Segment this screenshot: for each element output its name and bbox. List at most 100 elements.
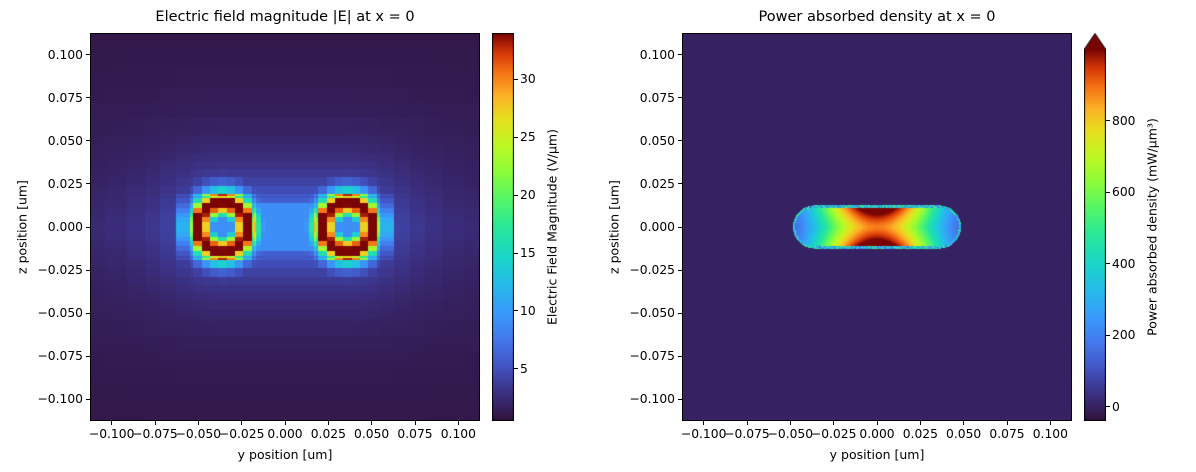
x-tick-label: 0.025 [310, 427, 346, 441]
x-tick-label: −0.025 [218, 427, 265, 441]
power-yaxis-label: z position [um] [606, 180, 622, 274]
y-tick-label: 0.100 [639, 47, 675, 62]
y-tick-mark [678, 54, 682, 56]
y-tick-mark [86, 54, 90, 56]
efield-colorbar-label: Electric Field Magnitude (V/μm) [544, 129, 560, 325]
y-tick-mark [678, 398, 682, 400]
efield-plot-title: Electric field magnitude |E| at x = 0 [155, 9, 415, 25]
power-plot-title: Power absorbed density at x = 0 [758, 9, 996, 25]
x-tick-label: 0.025 [902, 427, 938, 441]
y-tick-label: −0.075 [629, 349, 675, 364]
colorbar-tick-label: 25 [520, 130, 536, 145]
x-tick-label: −0.050 [767, 427, 814, 441]
y-tick-mark [678, 226, 682, 228]
y-tick-label: 0.075 [639, 90, 675, 105]
x-tick-mark [414, 421, 416, 425]
y-tick-mark [678, 269, 682, 271]
efield-yaxis-label: z position [um] [14, 180, 30, 274]
x-tick-mark [1006, 421, 1008, 425]
colorbar-tick-mark [1106, 334, 1110, 336]
y-tick-label: −0.075 [37, 349, 83, 364]
x-tick-mark [457, 421, 459, 425]
colorbar-tick-label: 400 [1112, 256, 1136, 271]
x-tick-mark [1049, 421, 1051, 425]
y-tick-label: 0.050 [639, 133, 675, 148]
x-tick-label: −0.075 [724, 427, 770, 441]
x-tick-mark [746, 421, 748, 425]
y-tick-label: 0.000 [47, 220, 83, 234]
colorbar-tick-label: 600 [1112, 185, 1136, 200]
y-tick-label: −0.050 [629, 306, 675, 321]
x-tick-label: −0.075 [132, 427, 178, 441]
colorbar-tick-mark [1106, 120, 1110, 122]
y-tick-mark [678, 97, 682, 99]
y-tick-mark [678, 140, 682, 142]
colorbar-tick-label: 20 [520, 188, 536, 203]
x-tick-mark [833, 421, 835, 425]
y-tick-mark [86, 355, 90, 357]
power-colorbar [1084, 33, 1106, 421]
x-tick-mark [703, 421, 705, 425]
x-tick-label: 0.075 [397, 427, 433, 441]
y-tick-label: 0.100 [47, 47, 83, 62]
y-tick-mark [86, 269, 90, 271]
y-tick-mark [678, 183, 682, 185]
x-tick-mark [154, 421, 156, 425]
y-tick-label: 0.000 [639, 220, 675, 234]
y-tick-label: −0.100 [629, 392, 675, 407]
x-tick-label: −0.100 [680, 427, 727, 441]
y-tick-mark [678, 355, 682, 357]
y-tick-label: 0.050 [47, 133, 83, 148]
x-tick-mark [197, 421, 199, 425]
x-tick-label: −0.050 [175, 427, 222, 441]
x-tick-mark [963, 421, 965, 425]
x-tick-label: −0.025 [810, 427, 857, 441]
efield-heatmap-canvas [90, 33, 480, 421]
x-tick-mark [371, 421, 373, 425]
colorbar-tick-mark [514, 368, 518, 370]
x-tick-label: 0.050 [354, 427, 390, 441]
efield-xaxis-label: y position [um] [237, 447, 333, 462]
x-tick-label: 0.000 [859, 427, 895, 441]
y-tick-mark [86, 312, 90, 314]
x-tick-mark [876, 421, 878, 425]
x-tick-label: 0.100 [440, 427, 476, 441]
y-tick-label: −0.050 [37, 306, 83, 321]
y-tick-label: 0.075 [47, 90, 83, 105]
colorbar-tick-label: 30 [520, 72, 536, 87]
power-heatmap-canvas [682, 33, 1072, 421]
colorbar-tick-label: 10 [520, 303, 536, 318]
x-tick-label: −0.100 [88, 427, 135, 441]
y-tick-label: 0.025 [47, 176, 83, 191]
colorbar-tick-mark [514, 310, 518, 312]
x-tick-mark [111, 421, 113, 425]
colorbar-tick-label: 5 [520, 361, 528, 376]
colorbar-tick-label: 200 [1112, 328, 1136, 343]
colorbar-tick-mark [1106, 191, 1110, 193]
colorbar-tick-mark [514, 252, 518, 254]
efield-colorbar [492, 33, 514, 421]
colorbar-tick-label: 800 [1112, 113, 1136, 128]
colorbar-tick-mark [514, 78, 518, 80]
colorbar-tick-label: 15 [520, 246, 536, 261]
x-tick-label: 0.100 [1032, 427, 1068, 441]
colorbar-tick-mark [1106, 263, 1110, 265]
y-tick-mark [86, 226, 90, 228]
x-tick-mark [284, 421, 286, 425]
x-tick-mark [789, 421, 791, 425]
x-tick-label: 0.050 [946, 427, 982, 441]
x-tick-label: 0.075 [989, 427, 1025, 441]
power-xaxis-label: y position [um] [829, 447, 925, 462]
y-tick-label: −0.100 [37, 392, 83, 407]
y-tick-mark [86, 140, 90, 142]
colorbar-tick-label: 0 [1112, 399, 1120, 414]
y-tick-mark [86, 97, 90, 99]
colorbar-tick-mark [1106, 406, 1110, 408]
y-tick-label: 0.025 [639, 176, 675, 191]
colorbar-tick-mark [514, 136, 518, 138]
y-tick-label: −0.025 [37, 263, 83, 278]
x-tick-mark [919, 421, 921, 425]
y-tick-label: −0.025 [629, 263, 675, 278]
colorbar-tick-mark [514, 194, 518, 196]
